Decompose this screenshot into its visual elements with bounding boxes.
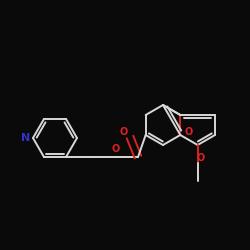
Text: O: O xyxy=(112,144,120,154)
Text: N: N xyxy=(22,133,30,143)
Text: O: O xyxy=(184,127,192,137)
Text: O: O xyxy=(196,153,205,163)
Text: O: O xyxy=(120,127,128,137)
